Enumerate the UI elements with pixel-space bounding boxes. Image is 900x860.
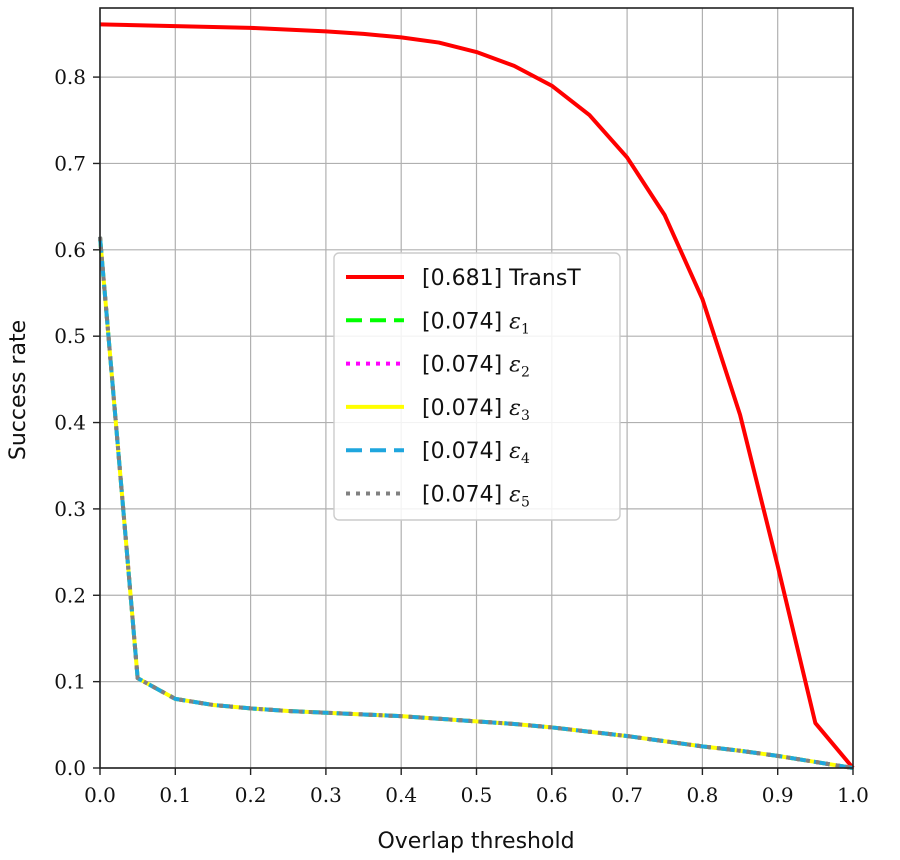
- y-tick-label: 0.7: [54, 151, 86, 175]
- legend-label-symbol: ε: [509, 439, 521, 464]
- legend-label: [0.074] ε4: [422, 439, 530, 467]
- legend-label: [0.681] TransT: [422, 266, 581, 291]
- legend-label-value: [0.074]: [422, 396, 509, 421]
- legend-label-value: [0.074]: [422, 309, 509, 334]
- legend-label-subscript: 5: [521, 495, 530, 511]
- x-tick-label: 0.5: [461, 783, 493, 807]
- series-line-epsilon-5: [98, 236, 854, 770]
- y-tick-label: 0.5: [54, 324, 86, 348]
- legend-label: [0.074] ε3: [422, 396, 530, 424]
- legend-label-value: [0.074]: [422, 439, 509, 464]
- x-axis-label: Overlap threshold: [377, 829, 574, 854]
- legend-label: [0.074] ε5: [422, 483, 530, 511]
- legend-label-symbol: ε: [509, 396, 521, 421]
- x-tick-label: 0.4: [385, 783, 417, 807]
- legend-label-subscript: 3: [521, 408, 530, 424]
- y-tick-label: 0.1: [54, 670, 86, 694]
- y-axis-label: Success rate: [6, 320, 31, 460]
- y-tick-label: 0.2: [54, 583, 86, 607]
- legend-label-value: [0.074]: [422, 353, 509, 378]
- legend-label-symbol: ε: [509, 353, 521, 378]
- legend-label-value: [0.074]: [422, 483, 509, 508]
- x-tick-label: 0.3: [310, 783, 342, 807]
- series-lines: [98, 22, 855, 770]
- legend-label-subscript: 2: [521, 365, 530, 381]
- legend-label: [0.074] ε1: [422, 309, 530, 337]
- legend-label-symbol: ε: [509, 483, 521, 508]
- y-tick-label: 0.6: [54, 238, 86, 262]
- y-tick-label: 0.8: [54, 65, 86, 89]
- x-tick-label: 1.0: [837, 783, 869, 807]
- x-tick-label: 0.2: [235, 783, 267, 807]
- legend-box: [333, 252, 621, 521]
- x-tick-label: 0.0: [84, 783, 116, 807]
- legend-label: [0.074] ε2: [422, 353, 530, 381]
- legend-label-subscript: 4: [521, 451, 530, 467]
- legend-label-symbol: ε: [509, 309, 521, 334]
- series-line-transt: [99, 22, 855, 770]
- legend-label-subscript: 1: [521, 321, 530, 337]
- x-tick-label: 0.8: [686, 783, 718, 807]
- y-tick-label: 0.3: [54, 497, 86, 521]
- x-tick-label: 0.7: [611, 783, 643, 807]
- y-tick-label: 0.4: [54, 411, 86, 435]
- y-tick-label: 0.0: [54, 756, 86, 780]
- legend: [0.681] TransT[0.074] ε1[0.074] ε2[0.074…: [333, 252, 621, 521]
- x-tick-label: 0.9: [762, 783, 794, 807]
- x-tick-label: 0.1: [159, 783, 191, 807]
- ticks: 0.0 0.1 0.2 0.3 0.4 0.5 0.6 0.7 0.8 0.9 1.0 0.0 0.1 0…: [54, 65, 869, 807]
- x-tick-label: 0.6: [536, 783, 568, 807]
